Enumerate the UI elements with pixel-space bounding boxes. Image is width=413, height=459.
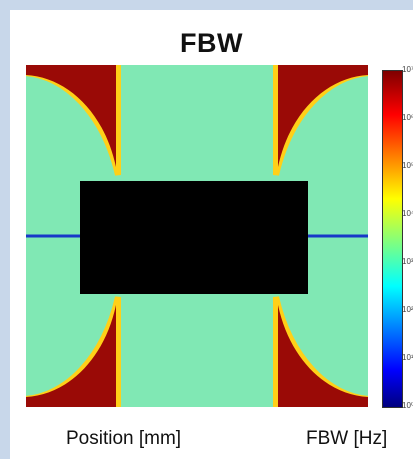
figure-panel: FBW (10, 10, 413, 459)
saturated-regions (26, 65, 368, 407)
x-axis-label: Position [mm] (66, 428, 182, 449)
saturated-region-bottom-left (26, 305, 116, 407)
colorbar-tick-label: 10⁵ (402, 161, 413, 170)
object-block (80, 181, 308, 294)
colorbar-tick-label: 10⁷ (402, 65, 413, 74)
colorbar-tick-label: 10¹ (402, 353, 413, 362)
colorbar-tick-label: 10² (402, 305, 413, 314)
colorbar (382, 70, 403, 408)
colorbar-tick-label: 10⁴ (402, 209, 413, 218)
colorbar-tick-label: 10³ (402, 257, 413, 266)
colorbar-label: FBW [Hz] (306, 428, 388, 449)
chart-title: FBW (180, 28, 243, 58)
saturated-region-bottom-right (278, 305, 368, 407)
fbw-heatmap (26, 65, 368, 407)
saturated-region-top-right (278, 65, 368, 167)
colorbar-tick-label: 10⁶ (402, 113, 413, 122)
saturated-region-top-left (26, 65, 116, 167)
colorbar-tick-label: 10⁰ (402, 401, 413, 410)
